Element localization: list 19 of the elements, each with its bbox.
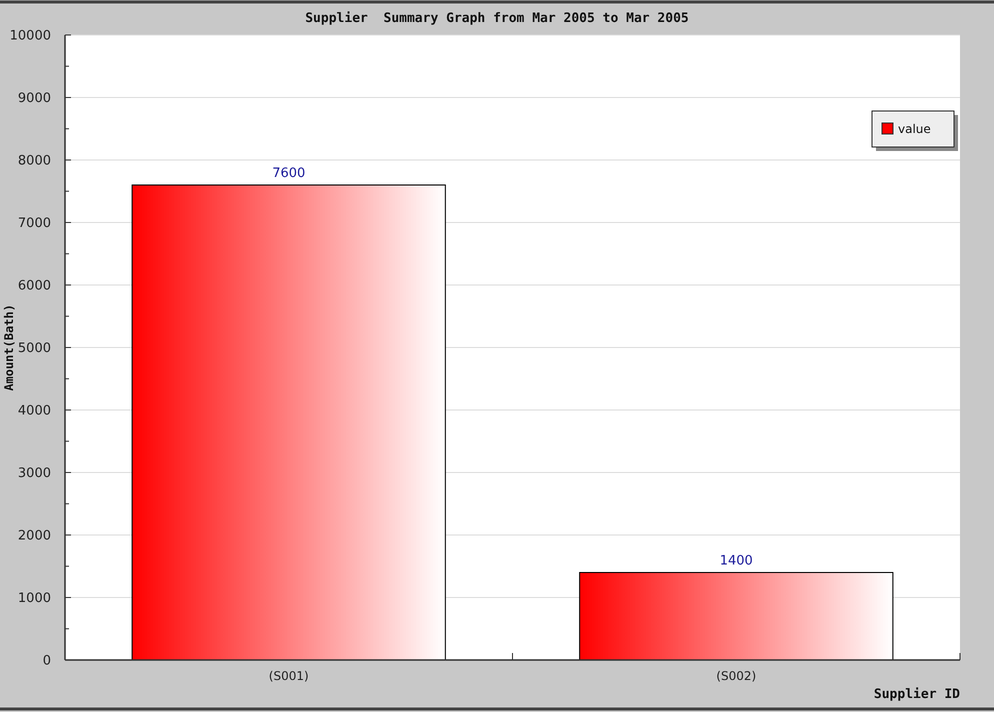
y-tick-label: 10000 [10,28,51,44]
data-label: 7600 [272,166,306,181]
legend-label: value [898,122,931,136]
y-tick-label: 1000 [18,591,51,606]
x-tick-label: (S001) [268,669,309,683]
y-tick-label: 4000 [18,404,51,419]
y-tick-label: 5000 [18,341,51,356]
x-tick-label: (S002) [716,669,756,683]
x-axis-title: Supplier ID [874,687,960,702]
y-tick-label: 7000 [18,216,51,232]
y-tick-label: 3000 [18,466,51,482]
y-tick-label: 9000 [18,91,51,106]
data-label: 1400 [720,554,753,568]
y-tick-label: 6000 [18,278,51,294]
chart-title: Supplier Summary Graph from Mar 2005 to Mar 2005 [305,11,689,26]
y-tick-label: 8000 [18,154,51,169]
y-tick-label: 0 [42,654,51,669]
y-axis-title: Amount(Bath) [2,304,16,391]
y-tick-label: 2000 [18,528,51,544]
